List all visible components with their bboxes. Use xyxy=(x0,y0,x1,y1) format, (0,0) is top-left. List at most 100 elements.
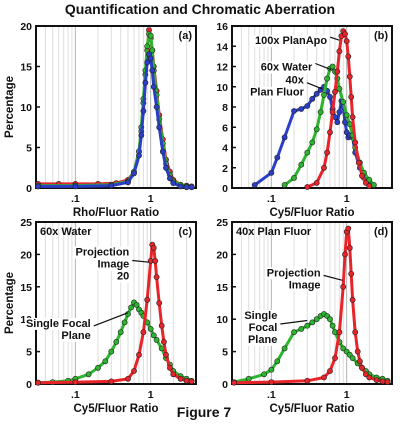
data-point xyxy=(147,32,154,39)
data-point xyxy=(156,124,163,131)
data-point xyxy=(125,375,131,382)
data-point xyxy=(153,336,160,343)
panel-letter: (c) xyxy=(179,226,193,238)
data-point xyxy=(356,358,363,365)
data-point xyxy=(366,374,373,381)
data-point xyxy=(327,129,333,136)
x-tick-label: 1 xyxy=(344,389,350,401)
figure-caption: Figure 7 xyxy=(177,404,232,420)
panel-letter: (d) xyxy=(374,226,388,238)
data-point xyxy=(281,345,288,352)
annotation-bg xyxy=(253,35,329,48)
annotation-text: 20 xyxy=(117,270,129,282)
x-tick-label: .1 xyxy=(267,193,276,205)
y-tick-label: 25 xyxy=(20,217,32,229)
data-point xyxy=(149,47,156,54)
data-point xyxy=(291,108,297,114)
plot-frame xyxy=(231,221,393,385)
data-point xyxy=(108,378,115,385)
data-point xyxy=(327,94,333,100)
panel-letter: (b) xyxy=(374,30,388,42)
x-axis-label: Cy5/Fluor Ratio xyxy=(270,207,355,219)
x-tick-label: 1 xyxy=(148,389,154,401)
data-point xyxy=(245,375,252,382)
annotation-bg xyxy=(284,74,306,87)
data-point xyxy=(140,329,147,336)
data-point xyxy=(354,348,361,355)
annotation-text: Focal xyxy=(249,322,278,334)
data-point xyxy=(346,73,353,80)
data-point xyxy=(304,184,311,190)
data-point xyxy=(298,106,305,112)
annotation-bg xyxy=(243,309,279,322)
data-point xyxy=(144,296,151,303)
annotation-bg xyxy=(247,321,279,334)
data-point xyxy=(345,53,352,60)
data-point xyxy=(128,304,134,311)
data-point xyxy=(281,182,288,188)
data-point xyxy=(144,59,151,66)
data-point xyxy=(188,184,195,191)
plot-area xyxy=(232,26,392,188)
annotation-bg xyxy=(287,279,322,292)
y-tick-label: 0 xyxy=(222,379,228,391)
data-point xyxy=(346,121,353,128)
data-point xyxy=(342,119,348,126)
data-point xyxy=(313,316,320,323)
grid xyxy=(240,222,384,384)
plot-area xyxy=(232,222,392,384)
data-point xyxy=(379,378,386,385)
data-point xyxy=(177,375,184,382)
data-point xyxy=(304,322,311,329)
annotation: 100x PlanApo xyxy=(253,35,340,48)
data-point xyxy=(359,364,365,371)
data-point xyxy=(160,338,167,345)
series-red xyxy=(231,225,391,386)
data-point xyxy=(324,75,330,82)
data-point xyxy=(304,149,311,156)
data-point xyxy=(321,92,327,98)
data-point xyxy=(72,183,79,190)
y-tick-label: 4 xyxy=(222,143,228,155)
data-point xyxy=(149,67,156,74)
x-axis-label: Cy5/Fluor Ratio xyxy=(74,403,159,415)
data-point xyxy=(163,351,169,358)
panel-d: 0 5 10 15 20 25 .1 1 Cy5/Fluor Ratio (d) 40x Plan … xyxy=(216,217,393,415)
data-point xyxy=(170,180,177,186)
y-tick-label: 20 xyxy=(20,21,32,33)
y-tick-label: 15 xyxy=(216,282,228,294)
data-point xyxy=(147,325,154,332)
data-point xyxy=(324,149,330,156)
data-point xyxy=(153,104,160,110)
data-point xyxy=(309,96,316,102)
annotation-text: Single xyxy=(244,310,277,322)
y-tick-label: 14 xyxy=(216,41,228,53)
annotation-bg xyxy=(249,86,306,99)
annotation-bg xyxy=(259,61,315,74)
data-point xyxy=(183,184,190,191)
y-tick-label: 5 xyxy=(26,143,32,155)
y-tick-label: 0 xyxy=(222,183,228,195)
annotation-bg xyxy=(116,270,131,283)
y-tick-label: 10 xyxy=(216,82,228,94)
data-point xyxy=(327,368,333,374)
data-point xyxy=(131,170,137,177)
data-point xyxy=(150,83,157,90)
y-tick-label: 5 xyxy=(222,347,228,359)
annotation-text: Projection xyxy=(75,246,129,258)
data-point xyxy=(291,174,297,181)
panel-tag: 40x Plan Fluor xyxy=(236,226,312,238)
x-tick-label: .1 xyxy=(71,193,80,205)
annotation-leader xyxy=(323,274,343,281)
data-point xyxy=(274,358,281,365)
data-point xyxy=(349,355,356,361)
annotation-text: 40x xyxy=(285,75,304,87)
figure-title: Quantification and Chromatic Aberration xyxy=(65,1,335,17)
data-point xyxy=(373,377,380,383)
data-point xyxy=(309,139,316,146)
